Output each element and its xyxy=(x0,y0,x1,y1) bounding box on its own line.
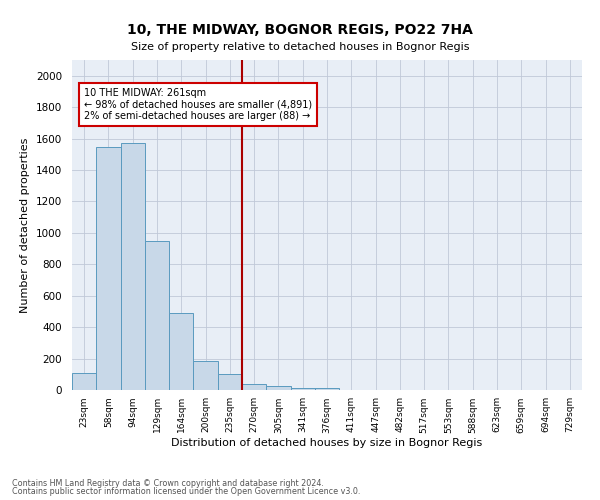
Bar xyxy=(121,144,145,390)
Text: Contains HM Land Registry data © Crown copyright and database right 2024.: Contains HM Land Registry data © Crown c… xyxy=(12,478,324,488)
Bar xyxy=(193,361,218,390)
X-axis label: Distribution of detached houses by size in Bognor Regis: Distribution of detached houses by size … xyxy=(172,438,482,448)
Y-axis label: Number of detached properties: Number of detached properties xyxy=(20,138,31,312)
Bar xyxy=(145,240,169,390)
Bar xyxy=(242,384,266,390)
Text: Size of property relative to detached houses in Bognor Regis: Size of property relative to detached ho… xyxy=(131,42,469,52)
Bar xyxy=(96,147,121,390)
Text: 10, THE MIDWAY, BOGNOR REGIS, PO22 7HA: 10, THE MIDWAY, BOGNOR REGIS, PO22 7HA xyxy=(127,22,473,36)
Text: 10 THE MIDWAY: 261sqm
← 98% of detached houses are smaller (4,891)
2% of semi-de: 10 THE MIDWAY: 261sqm ← 98% of detached … xyxy=(84,88,312,122)
Bar xyxy=(169,313,193,390)
Bar xyxy=(315,388,339,390)
Bar xyxy=(72,372,96,390)
Bar xyxy=(218,374,242,390)
Bar xyxy=(290,388,315,390)
Text: Contains public sector information licensed under the Open Government Licence v3: Contains public sector information licen… xyxy=(12,487,361,496)
Bar xyxy=(266,386,290,390)
